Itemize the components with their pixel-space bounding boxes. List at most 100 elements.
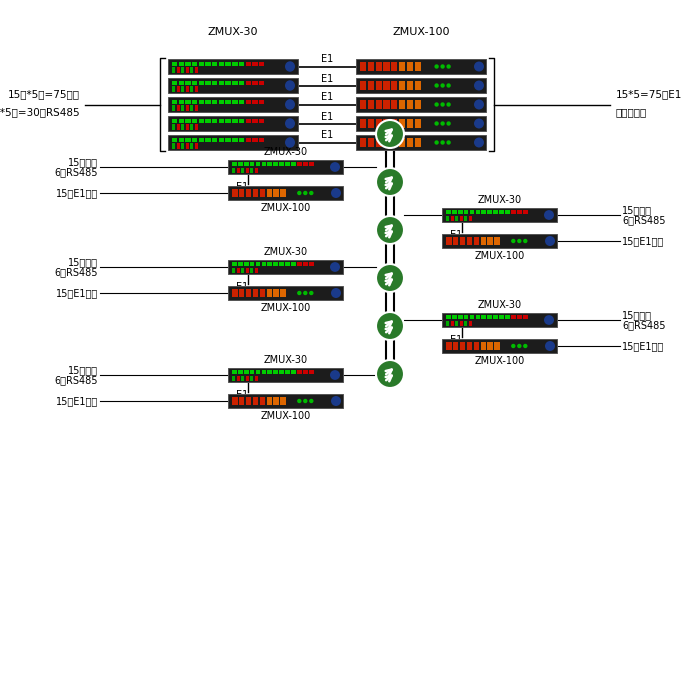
Bar [442, 339, 557, 353]
Bar [246, 119, 251, 123]
Text: ZMUX-100: ZMUX-100 [260, 411, 311, 421]
Bar [192, 61, 197, 65]
Bar [262, 162, 266, 166]
Bar [232, 189, 237, 197]
Bar [468, 321, 472, 325]
Bar [250, 268, 253, 273]
Bar [178, 80, 184, 85]
Bar [475, 315, 480, 319]
Circle shape [523, 344, 528, 349]
Bar [470, 210, 475, 214]
Bar [360, 62, 366, 71]
Bar [262, 263, 266, 266]
Text: 6路RS485: 6路RS485 [622, 320, 666, 330]
Text: E1: E1 [321, 74, 333, 83]
Bar [285, 370, 290, 374]
Bar [274, 189, 279, 197]
Bar [391, 81, 398, 90]
Bar [181, 124, 184, 130]
Bar [368, 100, 374, 109]
Bar [225, 119, 231, 123]
Bar [225, 61, 231, 65]
Bar [232, 100, 237, 104]
Bar [186, 138, 190, 142]
Bar [260, 189, 265, 197]
Circle shape [447, 140, 451, 145]
Bar [487, 342, 493, 350]
Ellipse shape [330, 162, 340, 172]
Bar [172, 143, 175, 149]
Bar [228, 160, 343, 174]
Text: 15路*5站=75电话: 15路*5站=75电话 [8, 89, 80, 100]
Text: E1: E1 [236, 182, 248, 192]
Bar [246, 61, 251, 65]
Text: E1: E1 [321, 130, 333, 140]
Bar [280, 189, 286, 197]
Bar [464, 321, 467, 325]
Bar [252, 138, 258, 142]
Bar [474, 342, 479, 350]
Circle shape [440, 83, 444, 88]
Bar [255, 268, 258, 273]
Bar [259, 119, 265, 123]
Bar [239, 397, 244, 405]
Bar [309, 263, 314, 266]
Bar [463, 210, 468, 214]
Bar [238, 162, 243, 166]
Text: 15路电话: 15路电话 [68, 157, 98, 167]
Bar [259, 100, 265, 104]
Circle shape [511, 239, 515, 243]
Bar [460, 342, 466, 350]
Bar [225, 138, 231, 142]
Circle shape [331, 396, 341, 406]
Bar [199, 119, 204, 123]
Bar [291, 263, 296, 266]
Bar [232, 268, 235, 273]
Bar [181, 105, 184, 110]
Bar [241, 168, 244, 173]
Bar [511, 210, 516, 214]
Bar [195, 143, 197, 149]
Ellipse shape [285, 80, 295, 91]
Bar [256, 162, 260, 166]
Bar [376, 62, 382, 71]
Bar [259, 61, 265, 65]
Bar [252, 80, 258, 85]
Bar [467, 342, 473, 350]
Bar [494, 342, 500, 350]
Circle shape [545, 341, 555, 351]
Text: 15路电话: 15路电话 [622, 205, 652, 215]
Bar [178, 100, 184, 104]
Bar [172, 100, 177, 104]
Text: 6路RS485: 6路RS485 [55, 167, 98, 177]
Bar [178, 138, 184, 142]
Bar [297, 370, 302, 374]
Circle shape [435, 83, 439, 88]
Bar [195, 86, 197, 91]
Bar [186, 119, 190, 123]
Bar [212, 138, 218, 142]
Bar [239, 138, 244, 142]
Text: ZMUX-30: ZMUX-30 [263, 355, 307, 365]
Bar [482, 210, 486, 214]
Bar [239, 288, 244, 297]
Bar [232, 288, 237, 297]
Bar [246, 376, 248, 381]
Bar [252, 119, 258, 123]
Bar [246, 100, 251, 104]
Bar [250, 168, 253, 173]
Bar [181, 86, 184, 91]
Circle shape [435, 121, 439, 125]
Ellipse shape [330, 262, 340, 272]
Bar [455, 216, 458, 220]
Bar [407, 119, 413, 128]
Bar [384, 138, 390, 147]
Bar [303, 370, 308, 374]
Circle shape [309, 399, 314, 403]
Bar [246, 397, 251, 405]
Circle shape [376, 312, 404, 340]
Bar [391, 100, 398, 109]
Bar [244, 162, 248, 166]
Bar [192, 100, 197, 104]
Bar [225, 80, 231, 85]
